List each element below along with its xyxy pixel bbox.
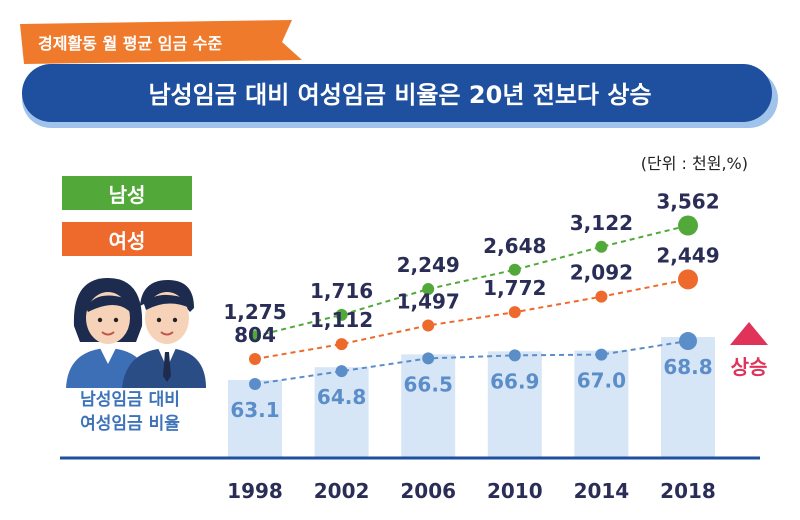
section-tag: 경제활동 월 평균 임금 수준 [20,20,302,64]
male-series-point [422,283,435,296]
male-data-label: 1,716 [310,279,373,303]
ratio-series-point [595,348,608,361]
ratio-series-line [254,340,689,385]
ratio-data-label: 67.0 [577,369,626,393]
legend-male: 남성 [62,176,192,210]
ratio-data-label: 63.1 [230,398,279,422]
ratio-legend-line1: 남성임금 대비 [80,390,180,410]
ratio-series-point [249,378,261,390]
ratio-bar [228,380,282,458]
male-series-point [249,330,261,343]
section-tag-text: 경제활동 월 평균 임금 수준 [38,34,222,53]
ratio-bar [401,354,456,458]
male-series-point [595,240,608,253]
x-tick-label: 2010 [487,479,543,503]
people-illustration [66,278,206,388]
female-series-line [254,278,689,360]
male-data-label: 3,562 [656,190,719,214]
male-data-label: 1,275 [223,300,286,324]
x-tick-label: 1998 [227,479,283,503]
unit-label: (단위 : 천원,%) [640,154,748,173]
ratio-series-point [422,352,435,365]
female-data-label: 1,112 [310,308,373,332]
ratio-bar [314,367,369,458]
female-series-point [422,319,435,332]
ratio-legend-label: 남성임금 대비 여성임금 비율 [62,388,198,436]
female-data-label: 804 [234,323,276,347]
ratio-bar [487,351,542,458]
legend-female: 여성 [62,222,192,256]
female-series-point [678,269,698,290]
female-data-label: 1,772 [483,276,546,300]
x-tick-label: 2002 [314,479,370,503]
ratio-data-label: 66.9 [490,369,539,393]
x-tick-label: 2018 [660,479,716,503]
ratio-data-label: 64.8 [317,385,366,409]
female-data-label: 1,497 [397,289,460,313]
ratio-bar [661,337,715,458]
ratio-series-point [679,332,697,351]
male-series-point [678,215,698,236]
female-series-point [595,290,608,303]
ratio-bar [574,350,629,458]
male-series-line [254,224,689,338]
male-data-label: 2,648 [483,234,546,258]
male-data-label: 3,122 [570,211,633,235]
ratio-data-label: 68.8 [663,355,712,379]
ratio-data-label: 66.5 [404,372,453,396]
title-banner: 남성임금 대비 여성임금 비율은 20년 전보다 상승 [22,64,778,128]
female-data-label: 2,449 [656,243,719,267]
female-series-point [508,306,521,319]
ratio-legend-line2: 여성임금 비율 [80,414,180,434]
rise-triangle-icon [730,322,768,345]
page-title: 남성임금 대비 여성임금 비율은 20년 전보다 상승 [148,81,651,109]
female-series-point [335,338,348,351]
ratio-series-point [335,365,348,378]
woman-icon [66,278,150,388]
rise-annotation-label: 상승 [731,355,768,379]
female-series-point [249,353,261,365]
male-series-point [335,308,348,321]
male-data-label: 2,249 [397,253,460,277]
x-tick-label: 2014 [574,479,630,503]
female-data-label: 2,092 [570,261,633,285]
man-icon [122,280,206,388]
x-tick-label: 2006 [400,479,456,503]
ratio-series-point [508,349,521,362]
male-series-point [508,263,521,276]
